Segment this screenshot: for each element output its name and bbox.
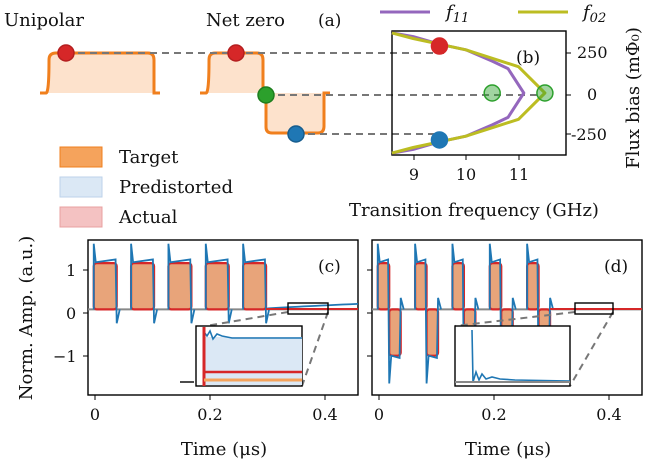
- panel-d-label: (d): [604, 257, 628, 277]
- panel-c-plot: [88, 243, 359, 324]
- c-xtick-0: 0: [90, 405, 100, 424]
- panel-b-xlabel: Transition frequency (GHz): [349, 200, 599, 221]
- marker-green-2: [536, 84, 554, 102]
- legend-f02-label: f02: [581, 2, 606, 26]
- panel-b-label: (b): [516, 48, 540, 68]
- xtick-9: 9: [409, 165, 419, 184]
- legend-f11-label: f11: [444, 2, 469, 26]
- net-zero-pulse: [200, 53, 330, 133]
- predistorted-0: [92, 243, 121, 324]
- predistorted-0: [376, 243, 405, 384]
- c-xtick-0.4: 0.4: [312, 405, 337, 424]
- d-xtick-0.2: 0.2: [481, 405, 506, 424]
- ytick-250: 250: [577, 43, 608, 62]
- predistorted-3: [204, 243, 233, 324]
- panel-c-yticks: 1 0 −1: [53, 261, 88, 366]
- panel-b-axes: [391, 30, 567, 156]
- panel-c-label: (c): [318, 257, 341, 277]
- legend-target-label: Target: [119, 147, 179, 168]
- c-xtick-0.2: 0.2: [197, 405, 222, 424]
- legend-predistorted-label: Predistorted: [119, 177, 233, 198]
- curve-f_02: [391, 31, 547, 155]
- net-zero-pulse-edge: [200, 51, 330, 135]
- predistorted-1: [414, 243, 442, 384]
- pulse-1-pos: [129, 262, 156, 311]
- legend-predistorted-swatch: [59, 176, 103, 198]
- panel-b-xticks: 9 10 11: [409, 155, 529, 184]
- marker-green: [257, 86, 275, 104]
- panel-c-axes: [87, 239, 359, 396]
- panel-c: (c) 1 0 −1 0 0.2 0.4: [53, 239, 359, 460]
- predistorted-tail: [266, 302, 359, 310]
- pulse-4-pos: [242, 262, 268, 311]
- panel-d: (d) 0 0.2 0.4 Time (μs): [367, 239, 643, 460]
- ytick-0: 0: [587, 85, 597, 104]
- c-ytick-0: 0: [66, 304, 76, 323]
- legend-actual-label: Actual: [118, 207, 178, 228]
- inset-d-link-top: [454, 311, 576, 327]
- xtick-10: 10: [456, 165, 476, 184]
- marker-blue: [287, 125, 305, 143]
- inset-d-zoom-box: [574, 302, 614, 315]
- legend-target-swatch: [59, 146, 103, 168]
- marker-red-unipolar: [57, 44, 75, 62]
- panel-b-yticks: 250 0 -250: [566, 43, 608, 144]
- inset-c-link-top: [205, 311, 289, 327]
- inset-c-zoom-box: [287, 302, 329, 315]
- c-ytick-minus1: −1: [53, 347, 77, 366]
- marker-green-1: [483, 84, 501, 102]
- c-ytick-1: 1: [66, 261, 76, 280]
- panel-d-yticks: [367, 269, 372, 357]
- inset-c-link-bottom: [301, 311, 329, 387]
- pulse-0-pos: [92, 262, 118, 311]
- marker-red-0: [430, 37, 449, 55]
- legend-actual-swatch: [59, 206, 103, 228]
- unipolar-pulse: [40, 53, 160, 93]
- predistorted-4: [242, 243, 270, 324]
- panel-b: f11 f02 (b) 250 0 -250 9 10 11 Transitio…: [349, 2, 644, 221]
- inset-d: [454, 325, 571, 387]
- predistorted-2: [167, 243, 196, 324]
- title-net-zero: Net zero: [206, 10, 285, 31]
- ytick-minus250: -250: [571, 125, 607, 144]
- predistorted-1: [130, 243, 158, 324]
- curve-f_11: [391, 31, 526, 155]
- title-unipolar: Unipolar: [4, 10, 84, 31]
- xtick-11: 11: [509, 165, 529, 184]
- unipolar-pulse-edge: [40, 51, 160, 95]
- panel-c-xticks: 0 0.2 0.4: [90, 395, 338, 424]
- shared-ylabel: Norm. Amp. (a.u.): [16, 236, 37, 401]
- panel-b-ylabel: Flux bias (mΦ₀): [623, 27, 644, 169]
- panel-a-label: (a): [318, 11, 341, 31]
- marker-blue-3: [430, 131, 449, 149]
- legend-left: Target Predistorted Actual: [59, 146, 233, 228]
- panel-b-plot: [391, 31, 554, 155]
- d-xtick-0.4: 0.4: [596, 405, 621, 424]
- panel-a: Unipolar Net zero (a): [4, 10, 540, 143]
- inset-d-link-bottom: [569, 311, 614, 387]
- panel-d-xticks: 0 0.2 0.4: [374, 395, 622, 424]
- panel-c-xlabel: Time (μs): [181, 439, 267, 460]
- d-xtick-0: 0: [374, 405, 384, 424]
- panel-d-xlabel: Time (μs): [465, 439, 551, 460]
- marker-red-net-zero: [227, 44, 245, 62]
- inset-c: [180, 325, 303, 387]
- pulse-2-pos: [167, 262, 193, 311]
- pulse-3-pos: [204, 262, 230, 311]
- panel-d-axes: [371, 239, 643, 396]
